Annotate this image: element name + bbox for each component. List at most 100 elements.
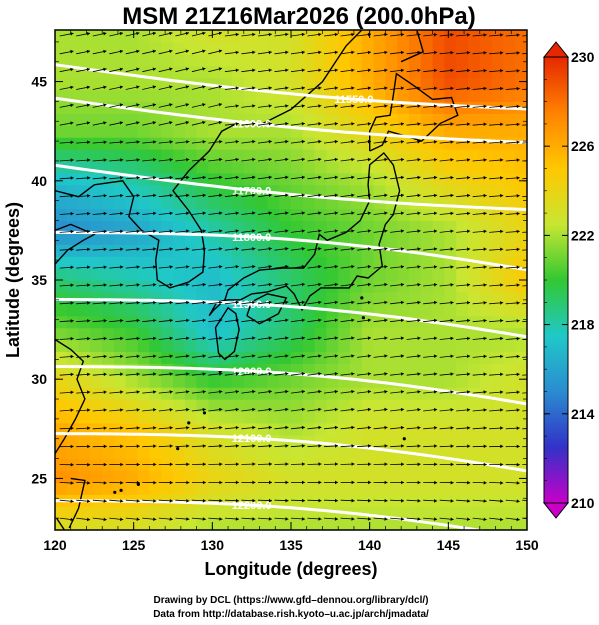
heatmap-cell	[350, 410, 363, 424]
heatmap-cell	[444, 446, 457, 460]
island	[402, 437, 406, 441]
wind-arrowhead	[202, 193, 206, 198]
wind-arrowhead	[219, 407, 223, 412]
wind-arrowhead	[120, 211, 124, 216]
heatmap-cell	[361, 458, 375, 472]
wind-arrowhead	[533, 426, 536, 430]
heatmap-cell	[515, 518, 527, 530]
wind-arrowhead	[500, 122, 504, 127]
wind-arrowhead	[186, 247, 190, 251]
heatmap-cell	[479, 482, 493, 495]
heatmap-cell	[114, 375, 127, 388]
y-axis-title: Latitude (degrees)	[3, 202, 23, 358]
wind-arrowhead	[384, 140, 388, 144]
wind-arrowhead	[367, 517, 371, 521]
wind-arrowhead	[367, 175, 371, 180]
heatmap-cell	[456, 149, 469, 162]
heatmap-cell	[409, 125, 422, 138]
heatmap-cell	[302, 363, 316, 376]
heatmap-cell	[350, 315, 363, 329]
heatmap-cell	[515, 232, 527, 245]
wind-arrowhead	[235, 444, 239, 448]
wind-arrowhead	[516, 104, 520, 109]
heatmap-cell	[149, 160, 162, 174]
heatmap-cell	[196, 220, 209, 233]
coastline	[400, 30, 425, 63]
heatmap-cell	[267, 268, 280, 281]
heatmap-cell	[137, 506, 150, 519]
heatmap-cell	[255, 399, 268, 412]
wind-arrowhead	[153, 390, 157, 394]
wind-vector	[522, 482, 527, 484]
wind-arrowhead	[153, 265, 157, 269]
wind-arrowhead	[483, 176, 487, 180]
heatmap-cell	[66, 196, 80, 210]
wind-arrowhead	[219, 517, 223, 521]
heatmap-cell	[208, 149, 221, 162]
wind-arrowhead	[235, 517, 239, 521]
wind-arrowhead	[318, 462, 322, 466]
wind-arrowhead	[367, 372, 371, 376]
heatmap-cell	[255, 410, 268, 424]
wind-arrowhead	[252, 425, 256, 430]
wind-arrowhead	[318, 122, 322, 126]
heatmap-cell	[432, 422, 445, 436]
wind-arrowhead	[70, 354, 74, 359]
heatmap-cell	[279, 410, 292, 424]
heatmap-cell	[468, 375, 481, 388]
wind-arrowhead	[516, 336, 520, 341]
wind-arrowhead	[500, 318, 504, 323]
wind-arrowhead	[433, 158, 438, 162]
heatmap-cell	[149, 351, 162, 364]
heatmap-cell	[338, 160, 351, 174]
wind-arrowhead	[169, 85, 173, 89]
heatmap-cell	[385, 315, 398, 329]
heatmap-cell	[456, 53, 469, 67]
wind-arrowhead	[533, 87, 536, 91]
heatmap-cell	[184, 446, 198, 460]
heatmap-cell	[184, 339, 198, 353]
heatmap-cell	[361, 410, 375, 424]
heatmap-cell	[149, 446, 162, 460]
wind-arrowhead	[103, 499, 107, 503]
heatmap-cell	[255, 30, 268, 43]
heatmap-cell	[515, 160, 527, 174]
wind-arrowhead	[384, 517, 388, 521]
heatmap-cell	[420, 422, 434, 436]
heatmap-cell	[78, 280, 91, 293]
heatmap-cell	[90, 422, 103, 436]
wind-arrowhead	[351, 318, 355, 323]
heatmap-cell	[102, 125, 115, 138]
heatmap-cell	[125, 339, 139, 353]
wind-arrowhead	[252, 32, 256, 37]
heatmap-cell	[291, 65, 304, 79]
wind-arrowhead	[202, 140, 206, 144]
heatmap-cell	[267, 77, 280, 91]
heatmap-cell	[279, 149, 292, 162]
heatmap-cell	[90, 53, 103, 67]
heatmap-cell	[279, 506, 292, 519]
heatmap-cell	[267, 482, 280, 495]
heatmap-cell	[385, 327, 398, 341]
heatmap-cell	[361, 339, 375, 353]
wind-arrowhead	[516, 265, 520, 269]
heatmap-cell	[137, 280, 150, 293]
heatmap-cell	[444, 89, 457, 103]
wind-arrowhead	[103, 318, 107, 323]
heatmap-cell	[196, 446, 209, 460]
wind-arrowhead	[400, 247, 404, 251]
wind-arrowhead	[70, 481, 74, 485]
heatmap-cell	[444, 208, 457, 222]
wind-arrowhead	[235, 372, 239, 376]
heatmap-cell	[385, 351, 398, 364]
heatmap-cell	[55, 399, 68, 412]
heatmap-cell	[503, 172, 516, 186]
heatmap-cell	[232, 101, 245, 114]
heatmap-cell	[137, 399, 150, 412]
wind-arrowhead	[136, 67, 140, 72]
wind-arrowhead	[434, 426, 438, 430]
wind-arrowhead	[467, 247, 471, 251]
heatmap-cell	[420, 303, 434, 317]
heatmap-cell	[114, 77, 127, 91]
heatmap-cell	[149, 41, 162, 55]
